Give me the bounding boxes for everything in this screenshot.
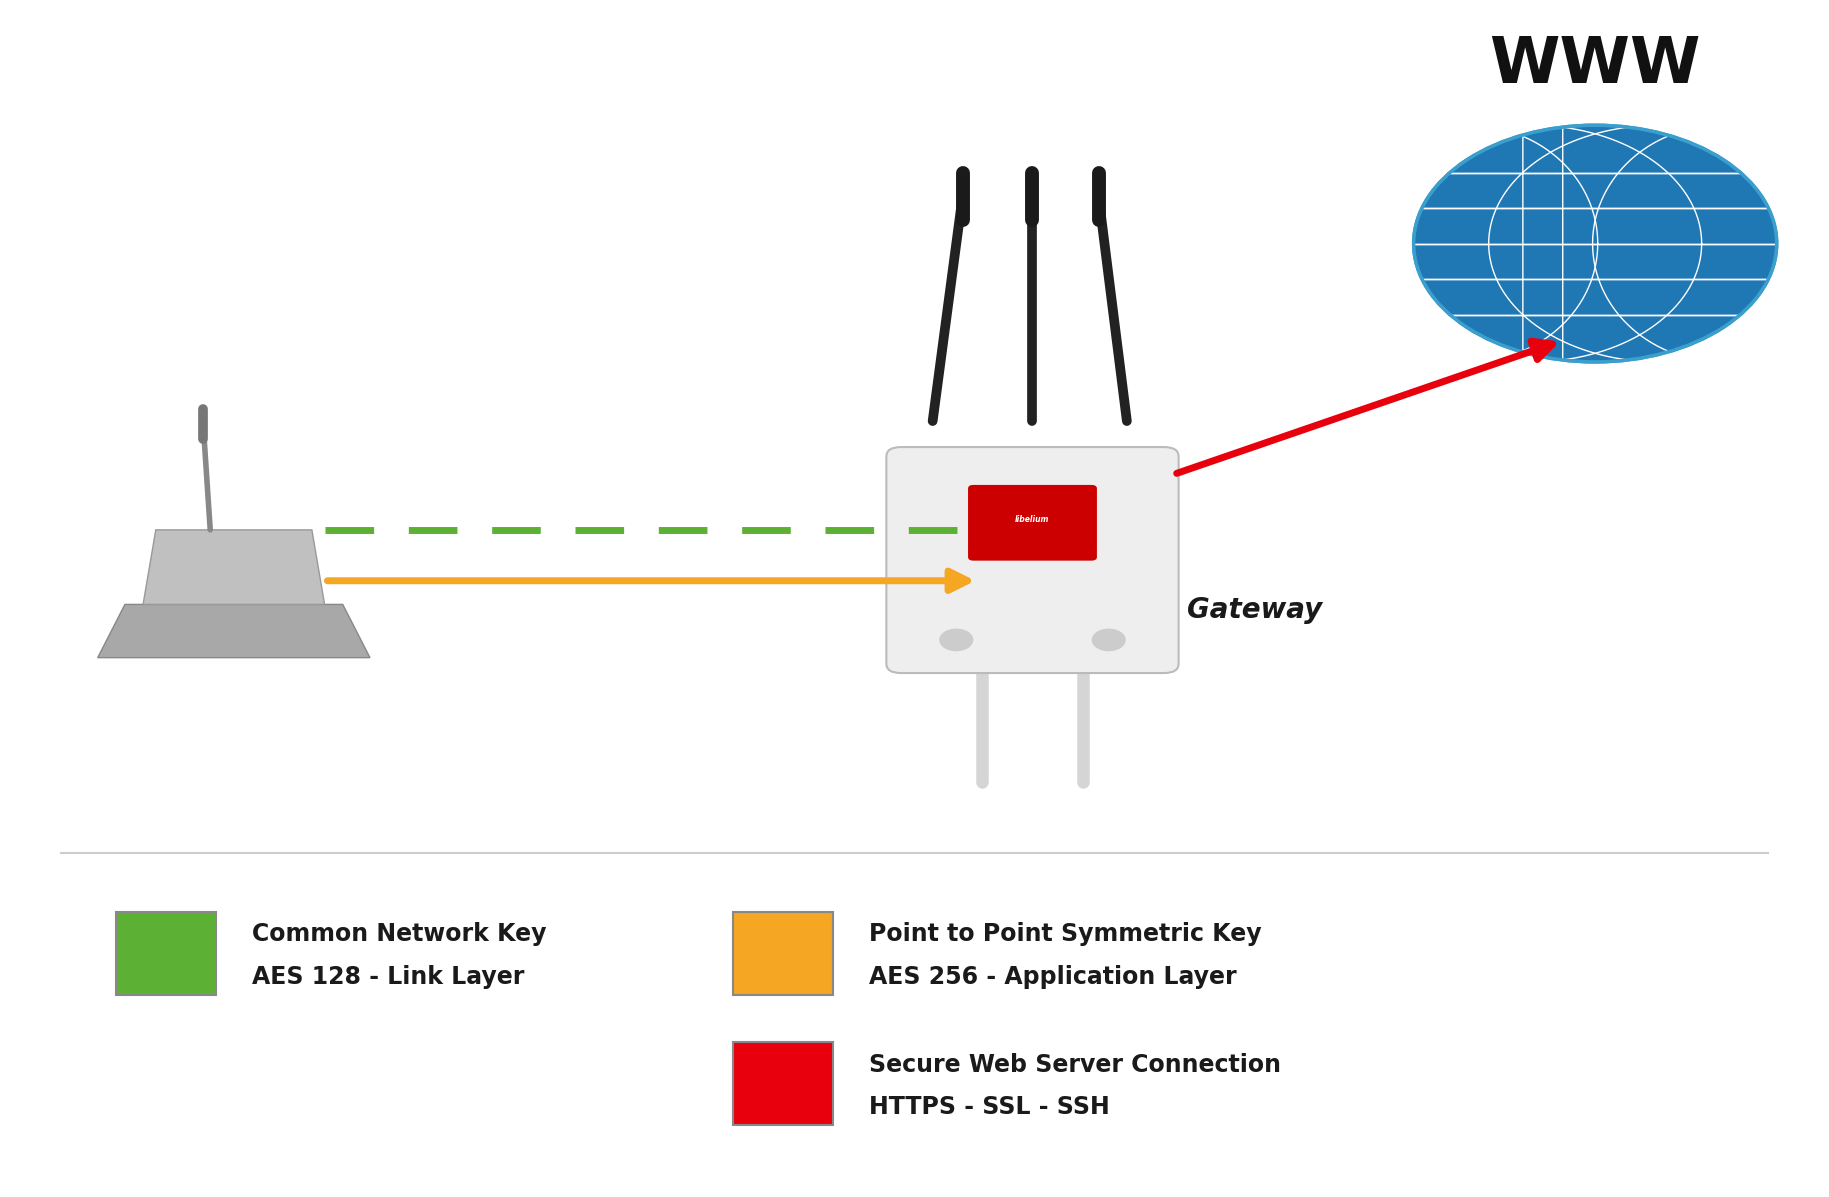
Text: AES 128 - Link Layer: AES 128 - Link Layer (252, 965, 525, 989)
Circle shape (1414, 126, 1776, 361)
Text: WWW: WWW (1489, 34, 1701, 96)
Text: HTTPS - SSL - SSH: HTTPS - SSL - SSH (869, 1095, 1110, 1119)
FancyBboxPatch shape (887, 446, 1178, 673)
Text: Gateway: Gateway (1187, 596, 1322, 625)
FancyBboxPatch shape (115, 912, 216, 995)
Text: AES 256 - Application Layer: AES 256 - Application Layer (869, 965, 1236, 989)
FancyBboxPatch shape (968, 485, 1097, 560)
Circle shape (1092, 630, 1125, 650)
Text: libelium: libelium (1015, 515, 1050, 524)
Text: Secure Web Server Connection: Secure Web Server Connection (869, 1052, 1280, 1076)
Circle shape (1414, 126, 1776, 361)
Polygon shape (143, 530, 324, 604)
Circle shape (940, 630, 973, 650)
FancyBboxPatch shape (733, 1043, 832, 1125)
FancyBboxPatch shape (733, 912, 832, 995)
Text: Point to Point Symmetric Key: Point to Point Symmetric Key (869, 923, 1262, 947)
Polygon shape (97, 604, 369, 657)
Text: Common Network Key: Common Network Key (252, 923, 547, 947)
